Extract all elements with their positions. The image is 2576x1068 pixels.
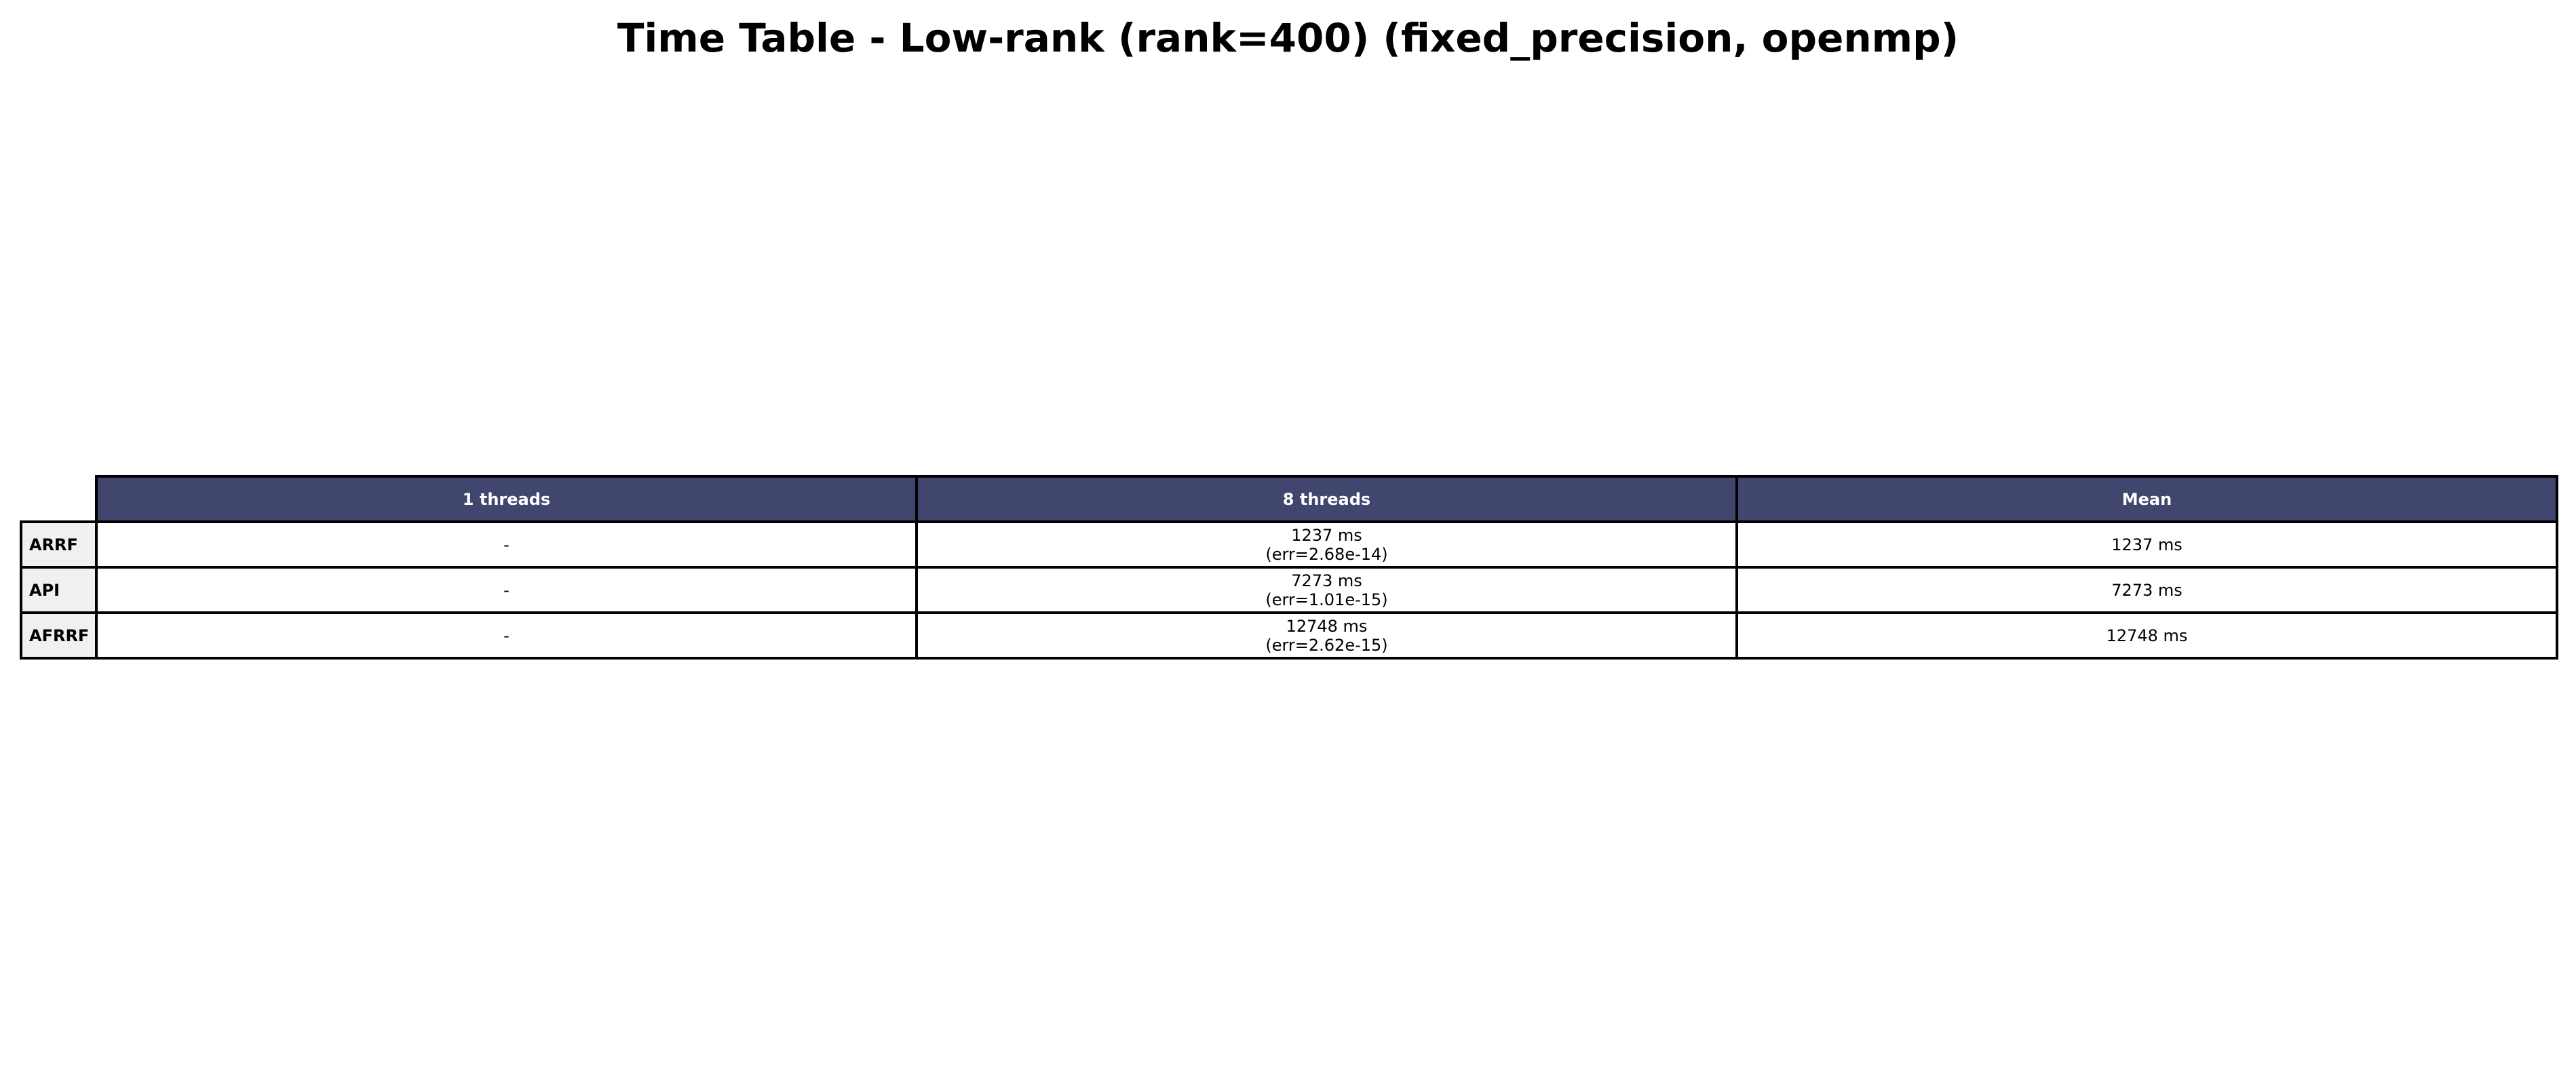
table-cell: 12748 ms bbox=[1735, 611, 2558, 660]
table-cell: 12748 ms (err=2.62e-15) bbox=[915, 611, 1738, 660]
table-row: API - 7273 ms (err=1.01e-15) 7273 ms bbox=[20, 566, 2558, 614]
time-table-container: 1 threads 8 threads Mean ARRF - 1237 ms … bbox=[20, 475, 2558, 660]
time-table: 1 threads 8 threads Mean ARRF - 1237 ms … bbox=[20, 475, 2558, 660]
cell-value: 7273 ms bbox=[1291, 571, 1362, 590]
cell-value: - bbox=[503, 626, 510, 645]
row-header-afrrf: AFRRF bbox=[20, 611, 98, 660]
cell-error: (err=1.01e-15) bbox=[1265, 590, 1388, 609]
column-header-mean: Mean bbox=[1735, 475, 2558, 523]
cell-value: 1237 ms bbox=[1291, 525, 1362, 545]
cell-value: 12748 ms bbox=[1286, 616, 1368, 636]
table-header-row: 1 threads 8 threads Mean bbox=[21, 475, 2558, 523]
table-row: AFRRF - 12748 ms (err=2.62e-15) 12748 ms bbox=[20, 611, 2558, 660]
cell-value: 1237 ms bbox=[2111, 535, 2183, 554]
table-cell: 7273 ms bbox=[1735, 566, 2558, 614]
row-header-arrf: ARRF bbox=[20, 520, 98, 569]
table-cell: - bbox=[95, 611, 918, 660]
table-cell: 1237 ms bbox=[1735, 520, 2558, 569]
row-header-api: API bbox=[20, 566, 98, 614]
chart-title: Time Table - Low-rank (rank=400) (fixed_… bbox=[617, 15, 1959, 61]
table-cell: - bbox=[95, 566, 918, 614]
column-header-8-threads: 8 threads bbox=[915, 475, 1738, 523]
table-row: ARRF - 1237 ms (err=2.68e-14) 1237 ms bbox=[20, 520, 2558, 569]
table-cell: - bbox=[95, 520, 918, 569]
table-cell: 1237 ms (err=2.68e-14) bbox=[915, 520, 1738, 569]
cell-error: (err=2.68e-14) bbox=[1265, 544, 1388, 564]
table-cell: 7273 ms (err=1.01e-15) bbox=[915, 566, 1738, 614]
cell-error: (err=2.62e-15) bbox=[1265, 635, 1388, 655]
cell-value: 12748 ms bbox=[2106, 626, 2188, 645]
cell-value: 7273 ms bbox=[2111, 580, 2183, 600]
cell-value: - bbox=[503, 535, 510, 554]
table-corner-cell bbox=[21, 476, 98, 523]
cell-value: - bbox=[503, 580, 510, 600]
column-header-1-threads: 1 threads bbox=[95, 475, 918, 523]
